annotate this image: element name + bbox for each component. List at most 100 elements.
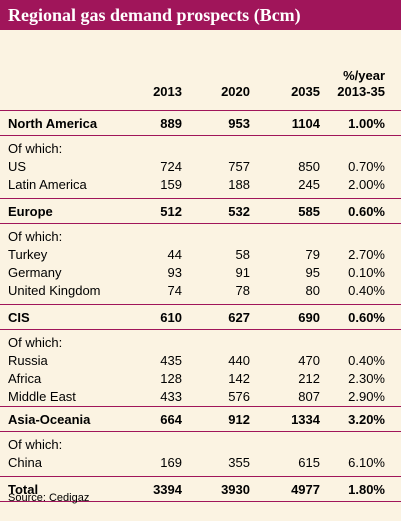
value-2035: 807 <box>298 389 320 404</box>
value-2020: 757 <box>228 159 250 174</box>
value-2013: 889 <box>126 110 182 136</box>
header-2035: 2035 <box>291 84 320 99</box>
header-growth-line2: 2013-35 <box>337 84 385 99</box>
header-2013: 2013 <box>153 84 182 99</box>
country-name: United Kingdom <box>8 283 101 298</box>
value-2035: 4977 <box>250 476 320 502</box>
header-2020: 2020 <box>221 84 250 99</box>
gas-demand-table: 2013 2020 2035 %/year 2013-35 North Ameri… <box>0 30 401 502</box>
table-title: Regional gas demand prospects (Bcm) <box>0 0 401 30</box>
country-row: Turkey 44 58 79 2.70% <box>0 246 401 264</box>
value-growth: 2.70% <box>348 247 385 262</box>
value-growth: 1.00% <box>320 110 401 136</box>
value-growth: 2.90% <box>348 389 385 404</box>
total-row: Total 3394 3930 4977 1.80% <box>0 476 401 502</box>
value-2013: 93 <box>167 265 182 280</box>
region-row: CIS 610 627 690 0.60% <box>0 304 401 330</box>
value-2013: 159 <box>160 177 182 192</box>
value-growth: 2.00% <box>348 177 385 192</box>
value-2013: 512 <box>126 198 182 224</box>
value-2035: 1334 <box>250 406 320 432</box>
value-2020: 440 <box>228 353 250 368</box>
value-2020: 627 <box>182 304 250 330</box>
country-row: Latin America 159 188 245 2.00% <box>0 176 401 194</box>
of-which-label: Of which: <box>8 229 63 244</box>
value-2020: 3930 <box>182 476 250 502</box>
of-which-label: Of which: <box>8 437 63 452</box>
value-growth: 0.70% <box>348 159 385 174</box>
value-2013: 433 <box>160 389 182 404</box>
value-2013: 3394 <box>126 476 182 502</box>
value-growth: 6.10% <box>348 455 385 470</box>
region-row: Europe 512 532 585 0.60% <box>0 198 401 224</box>
value-2035: 850 <box>298 159 320 174</box>
country-name: Turkey <box>8 247 48 262</box>
header-label-cell <box>0 30 126 111</box>
value-2035: 585 <box>250 198 320 224</box>
value-2035: 212 <box>298 371 320 386</box>
of-which-label: Of which: <box>8 141 63 156</box>
total-label: Total <box>0 476 126 502</box>
region-row: Asia-Oceania 664 912 1334 3.20% <box>0 406 401 432</box>
value-2020: 576 <box>228 389 250 404</box>
country-name: Germany <box>8 265 62 280</box>
value-2035: 245 <box>298 177 320 192</box>
value-2020: 355 <box>228 455 250 470</box>
of-which-label: Of which: <box>8 335 63 350</box>
value-2013: 169 <box>160 455 182 470</box>
header-growth: %/year 2013-35 <box>320 30 401 111</box>
country-name: Latin America <box>8 177 87 192</box>
value-2013: 610 <box>126 304 182 330</box>
value-2035: 1104 <box>250 110 320 136</box>
value-2013: 724 <box>160 159 182 174</box>
country-row: United Kingdom 74 78 80 0.40% <box>0 282 401 300</box>
value-growth: 2.30% <box>348 371 385 386</box>
country-name: Middle East <box>8 389 76 404</box>
value-growth: 3.20% <box>320 406 401 432</box>
value-2020: 142 <box>228 371 250 386</box>
region-row: North America 889 953 1104 1.00% <box>0 110 401 136</box>
of-which-row: Of which: <box>0 330 401 353</box>
value-2020: 532 <box>182 198 250 224</box>
of-which-row: Of which: <box>0 224 401 247</box>
value-growth: 0.40% <box>348 283 385 298</box>
value-2020: 953 <box>182 110 250 136</box>
region-name: Asia-Oceania <box>0 406 126 432</box>
region-name: CIS <box>0 304 126 330</box>
source-note: Source: Cedigaz <box>8 492 90 504</box>
value-2035: 95 <box>305 265 320 280</box>
value-2020: 78 <box>235 283 250 298</box>
value-2013: 128 <box>160 371 182 386</box>
value-2035: 690 <box>250 304 320 330</box>
value-growth: 1.80% <box>320 476 401 502</box>
of-which-row: Of which: <box>0 432 401 455</box>
country-name: US <box>8 159 27 174</box>
header-growth-line1: %/year <box>343 68 385 83</box>
value-2020: 91 <box>235 265 250 280</box>
value-2013: 664 <box>126 406 182 432</box>
value-2013: 44 <box>167 247 182 262</box>
country-row: China 169 355 615 6.10% <box>0 454 401 472</box>
region-name: Europe <box>0 198 126 224</box>
value-2020: 188 <box>228 177 250 192</box>
country-name: Africa <box>8 371 42 386</box>
value-2020: 58 <box>235 247 250 262</box>
country-row: US 724 757 850 0.70% <box>0 158 401 176</box>
value-growth: 0.40% <box>348 353 385 368</box>
value-2013: 74 <box>167 283 182 298</box>
value-2035: 79 <box>305 247 320 262</box>
value-growth: 0.60% <box>320 198 401 224</box>
country-name: Russia <box>8 353 48 368</box>
value-2035: 80 <box>305 283 320 298</box>
of-which-row: Of which: <box>0 136 401 159</box>
country-name: China <box>8 455 42 470</box>
country-row: Middle East 433 576 807 2.90% <box>0 388 401 407</box>
value-growth: 0.10% <box>348 265 385 280</box>
value-2020: 912 <box>182 406 250 432</box>
value-growth: 0.60% <box>320 304 401 330</box>
value-2035: 470 <box>298 353 320 368</box>
country-row: Africa 128 142 212 2.30% <box>0 370 401 388</box>
country-row: Russia 435 440 470 0.40% <box>0 352 401 370</box>
region-name: North America <box>0 110 126 136</box>
